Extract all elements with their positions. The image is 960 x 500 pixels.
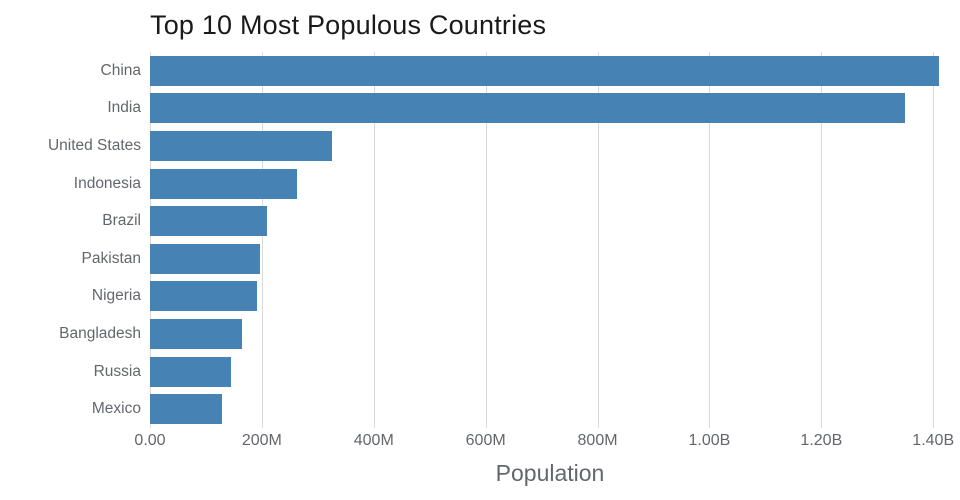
y-tick-label: Russia bbox=[93, 362, 141, 380]
x-tick-label: 200M bbox=[241, 432, 282, 449]
y-tick-label: United States bbox=[47, 137, 141, 154]
bar-nigeria bbox=[150, 281, 257, 312]
x-tick-label: 0.00 bbox=[134, 432, 166, 449]
x-tick-label: 800M bbox=[577, 432, 618, 449]
gridline bbox=[709, 52, 711, 428]
y-tick-label: India bbox=[107, 99, 141, 117]
y-tick-label: Brazil bbox=[102, 212, 141, 230]
y-axis-labels: China India United States Indonesia Brazil Pa… bbox=[0, 52, 141, 428]
bar-pakistan bbox=[150, 243, 261, 274]
y-tick-label: Nigeria bbox=[91, 287, 141, 305]
gridline bbox=[150, 52, 151, 428]
gridline bbox=[261, 52, 263, 428]
gridline bbox=[933, 52, 935, 428]
bar-united-states bbox=[150, 131, 332, 161]
y-tick-label: Pakistan bbox=[81, 249, 141, 267]
bar-china bbox=[150, 55, 939, 86]
x-tick-label: 400M bbox=[353, 432, 394, 449]
bar-brazil bbox=[150, 206, 267, 237]
plot-area bbox=[150, 52, 950, 428]
x-tick-label: 600M bbox=[465, 432, 506, 449]
y-tick-label: Bangladesh bbox=[59, 325, 141, 342]
gridline bbox=[821, 52, 823, 428]
bar-india bbox=[150, 93, 906, 124]
x-tick-label: 1.00B bbox=[688, 432, 731, 449]
x-tick-label: 1.20B bbox=[800, 432, 843, 449]
x-axis-title: Population bbox=[495, 460, 605, 486]
y-tick-label: China bbox=[100, 61, 142, 79]
gridline bbox=[597, 52, 599, 428]
x-axis-tick-labels: 0.00 200M 400M 600M 800M 1.00B 1.20B 1.40B bbox=[0, 432, 960, 454]
x-tick-label: 1.40B bbox=[912, 432, 955, 449]
gridline bbox=[373, 52, 375, 428]
y-tick-label: Indonesia bbox=[73, 174, 141, 192]
gridline bbox=[485, 52, 487, 428]
bar-mexico bbox=[150, 394, 223, 425]
bar-bangladesh bbox=[150, 319, 243, 349]
bar-indonesia bbox=[150, 168, 298, 199]
y-tick-label: Mexico bbox=[91, 400, 141, 418]
bar-russia bbox=[150, 356, 231, 387]
chart-title: Top 10 Most Populous Countries bbox=[150, 10, 547, 40]
